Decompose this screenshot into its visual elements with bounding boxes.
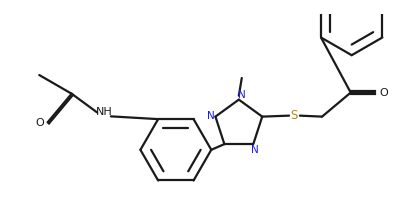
Text: N: N — [207, 111, 214, 121]
Text: NH: NH — [96, 108, 113, 117]
Text: O: O — [380, 88, 388, 98]
Text: N: N — [238, 90, 246, 100]
Text: O: O — [35, 118, 44, 128]
Text: S: S — [290, 109, 298, 122]
Text: N: N — [251, 145, 259, 155]
